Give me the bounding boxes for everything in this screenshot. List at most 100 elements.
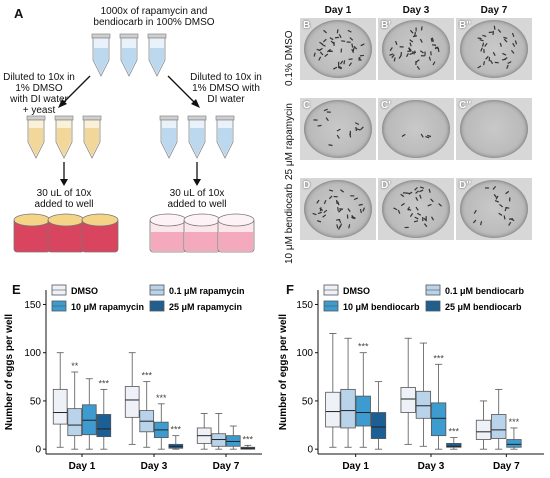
worm-mark [485,55,489,60]
worm-mark [483,61,486,66]
worm-mark [511,32,515,38]
arrow-right [167,75,197,105]
worm-mark [506,64,509,69]
worm-mark [510,50,515,54]
worm-mark [503,38,508,43]
well-label: D'' [459,180,471,191]
worm-mark [503,215,506,220]
box-plot-bendiocarb: 0 50 100 150 Number of eggs per well Day 1 ***… [278,284,544,472]
worm-mark [425,136,430,139]
legend-label: 25 μM bendiocarb [445,302,522,312]
worm-mark [360,43,365,47]
left-dilution-line4: + yeast [22,105,56,116]
day-header-1: Day 1 [324,5,352,16]
worm-mark [337,207,339,212]
water-tubes [159,115,235,159]
significance-label: *** [358,342,369,352]
worm-mark [432,61,436,66]
worm-mark [502,52,507,56]
left-dilution-line2: 1% DMSO [15,83,63,94]
stock-label-line1: 1000x of rapamycin and [100,6,208,17]
worm-mark [473,209,477,214]
worm-mark [493,25,496,30]
well-label: C'' [459,100,471,111]
worm-mark [419,50,424,54]
worm-mark [313,52,316,57]
worm-mark [347,208,351,213]
worm-mark [347,29,352,33]
worm-mark [492,186,497,190]
worm-mark [317,211,322,215]
worm-mark [338,33,342,39]
x-tick-label: Day 1 [69,461,96,472]
worm-mark [327,48,331,53]
worm-mark [419,38,423,43]
worm-mark [343,60,346,65]
right-dilution-line3: DI water [207,94,245,105]
worm-mark [428,188,431,193]
worm-mark [414,32,416,37]
right-add-line2: added to well [167,199,227,210]
worm-mark [329,37,334,41]
worm-mark [499,42,502,47]
worm-mark [319,207,322,212]
worm-mark [438,203,442,207]
worm-mark [353,45,358,50]
worm-mark [420,26,423,31]
worm-mark [417,212,422,216]
worm-mark [499,203,504,208]
right-dilution-line1: Diluted to 10x in [190,72,262,83]
significance-label: *** [433,353,444,363]
worm-mark [510,218,515,222]
yeast-tubes [26,115,102,159]
legend-label: 0.1 μM rapamycin [169,286,245,296]
worm-mark [426,134,432,138]
left-dilution-line1: Diluted to 10x in [3,72,75,83]
worm-mark [322,214,327,218]
left-dilution-line3: with DI water [10,94,68,105]
worm-mark [507,61,512,64]
row-label-rapamycin: 25 μM rapamycin [284,103,295,180]
box [355,395,371,427]
worm-mark [351,43,354,48]
worm-mark [480,47,483,52]
worm-mark [354,122,360,126]
worm-mark [479,39,484,42]
worm-mark [504,207,508,212]
worm-mark [420,133,424,138]
worm-mark [335,199,338,205]
well-label: B'' [459,20,471,31]
worm-mark [431,37,435,42]
worm-mark [397,209,401,214]
well-label: D [303,180,311,191]
worm-mark [494,200,500,203]
worm-mark [395,40,398,46]
box [446,442,462,448]
significance-label: *** [141,371,152,381]
legend-label: DMSO [343,286,370,296]
worm-mark [409,52,414,56]
worm-mark [415,190,419,194]
worm-mark [358,57,362,62]
worm-mark [415,206,419,211]
y-tick-label: 0 [307,445,313,456]
left-add-line1: 30 uL of 10x [36,188,92,199]
worm-mark [407,206,410,211]
yeast-wells [13,213,119,253]
y-tick-label: 0 [35,445,41,456]
worm-mark [391,54,395,59]
worm-mark [321,43,326,47]
worm-mark [414,216,419,220]
worm-mark [317,124,322,127]
legend-label: 10 μM bendiocarb [343,302,420,312]
box [96,414,112,438]
significance-label: *** [243,434,254,444]
worm-mark [489,59,494,64]
worm-mark [480,221,483,226]
significance-label: *** [509,417,520,427]
worm-mark [348,224,351,229]
significance-label: *** [449,427,460,437]
worm-mark [336,29,339,34]
worm-mark [398,54,402,59]
x-tick-label: Day 7 [493,461,520,472]
